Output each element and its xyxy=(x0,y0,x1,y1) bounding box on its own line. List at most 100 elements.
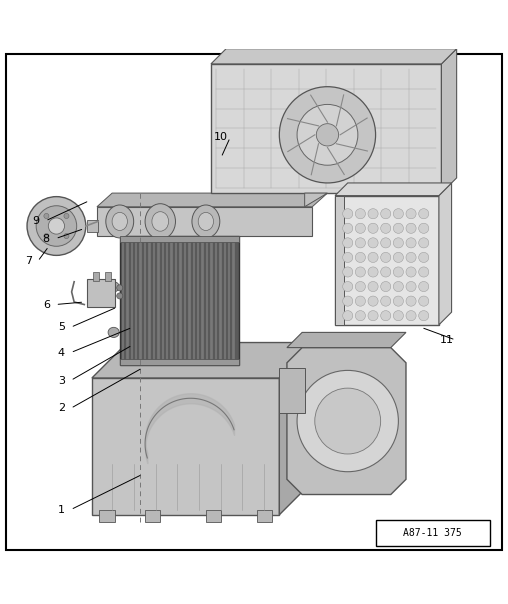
Circle shape xyxy=(368,310,378,321)
Circle shape xyxy=(380,252,391,263)
Circle shape xyxy=(393,223,403,233)
Text: 2: 2 xyxy=(58,403,65,413)
Circle shape xyxy=(380,223,391,233)
Circle shape xyxy=(380,267,391,277)
Circle shape xyxy=(419,296,429,306)
Bar xyxy=(87,279,115,307)
Circle shape xyxy=(297,370,398,472)
Bar xyxy=(193,238,195,363)
Circle shape xyxy=(343,296,353,306)
Bar xyxy=(170,238,173,363)
Circle shape xyxy=(297,104,358,165)
Bar xyxy=(224,238,226,363)
Circle shape xyxy=(406,310,416,321)
Circle shape xyxy=(117,293,123,299)
Circle shape xyxy=(393,310,403,321)
Circle shape xyxy=(355,238,365,248)
Bar xyxy=(197,238,200,363)
Circle shape xyxy=(343,208,353,219)
Circle shape xyxy=(117,284,123,291)
Text: 3: 3 xyxy=(58,376,65,385)
Circle shape xyxy=(368,223,378,233)
Polygon shape xyxy=(287,347,406,495)
Circle shape xyxy=(355,252,365,263)
Bar xyxy=(210,238,213,363)
Text: 4: 4 xyxy=(58,348,65,358)
Circle shape xyxy=(380,208,391,219)
Circle shape xyxy=(406,252,416,263)
Text: 6: 6 xyxy=(43,300,50,309)
Bar xyxy=(157,238,160,363)
Circle shape xyxy=(406,208,416,219)
Bar xyxy=(279,368,305,414)
Bar xyxy=(232,238,235,363)
Bar xyxy=(135,238,138,363)
Polygon shape xyxy=(92,378,279,515)
Polygon shape xyxy=(279,342,315,515)
Circle shape xyxy=(419,238,429,248)
Circle shape xyxy=(355,267,365,277)
Bar xyxy=(206,510,221,522)
Bar xyxy=(145,510,161,522)
Bar xyxy=(162,238,164,363)
Circle shape xyxy=(380,238,391,248)
Bar xyxy=(140,238,142,363)
Circle shape xyxy=(44,213,49,219)
Circle shape xyxy=(380,310,391,321)
Ellipse shape xyxy=(108,281,119,292)
Circle shape xyxy=(343,310,353,321)
Bar xyxy=(97,207,312,236)
Ellipse shape xyxy=(112,213,128,231)
Bar xyxy=(153,238,155,363)
Circle shape xyxy=(355,208,365,219)
Text: 11: 11 xyxy=(439,335,454,345)
Polygon shape xyxy=(441,49,457,193)
Bar xyxy=(228,238,230,363)
Polygon shape xyxy=(211,49,457,64)
Circle shape xyxy=(406,223,416,233)
Bar xyxy=(120,236,239,365)
Ellipse shape xyxy=(106,205,134,238)
Circle shape xyxy=(419,208,429,219)
Circle shape xyxy=(368,281,378,292)
Circle shape xyxy=(44,234,49,239)
Circle shape xyxy=(343,267,353,277)
Circle shape xyxy=(355,223,365,233)
Circle shape xyxy=(368,252,378,263)
Circle shape xyxy=(393,296,403,306)
Circle shape xyxy=(316,124,339,146)
Circle shape xyxy=(419,281,429,292)
Bar xyxy=(122,238,124,363)
Text: 8: 8 xyxy=(43,234,50,243)
Circle shape xyxy=(315,388,380,454)
Bar xyxy=(175,238,177,363)
Bar xyxy=(120,236,239,242)
Circle shape xyxy=(343,238,353,248)
Bar xyxy=(215,238,217,363)
Text: 10: 10 xyxy=(214,132,228,143)
Circle shape xyxy=(419,223,429,233)
Text: 7: 7 xyxy=(25,257,32,266)
Circle shape xyxy=(406,296,416,306)
Circle shape xyxy=(48,218,65,234)
Bar xyxy=(201,238,204,363)
Circle shape xyxy=(279,87,375,183)
Polygon shape xyxy=(305,193,328,207)
Circle shape xyxy=(343,252,353,263)
Bar xyxy=(131,238,133,363)
Circle shape xyxy=(343,281,353,292)
Circle shape xyxy=(406,238,416,248)
Bar xyxy=(179,238,182,363)
Ellipse shape xyxy=(108,327,119,338)
Bar xyxy=(93,272,99,281)
Circle shape xyxy=(368,238,378,248)
Bar xyxy=(144,238,146,363)
Circle shape xyxy=(419,310,429,321)
Circle shape xyxy=(64,213,69,219)
Circle shape xyxy=(380,296,391,306)
Ellipse shape xyxy=(152,211,169,231)
Bar xyxy=(126,238,129,363)
Circle shape xyxy=(393,281,403,292)
Bar xyxy=(335,196,439,325)
Bar xyxy=(148,238,151,363)
